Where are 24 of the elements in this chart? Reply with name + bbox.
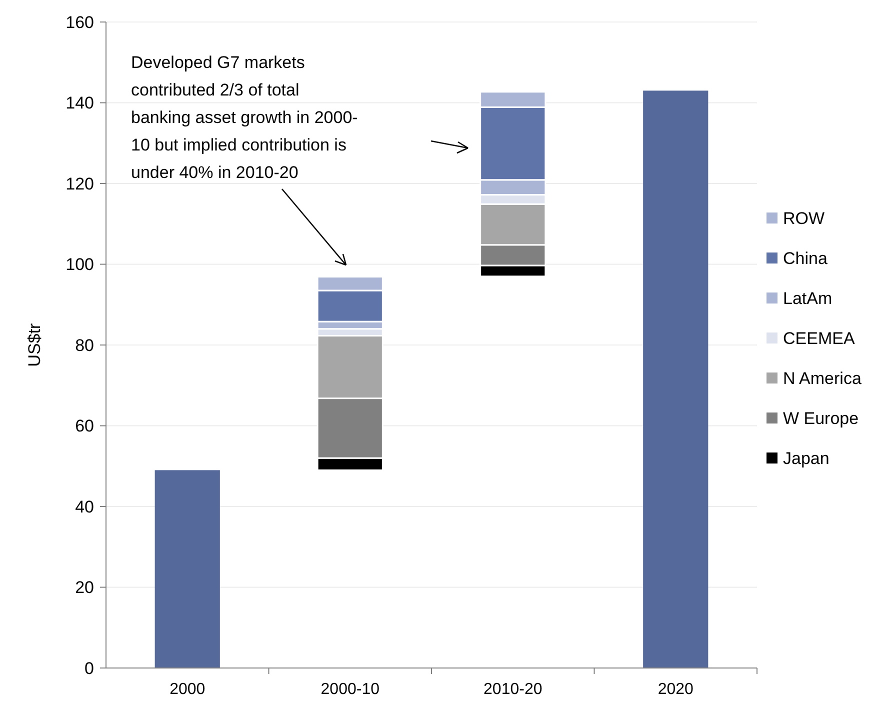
legend-label: N America (783, 368, 862, 388)
y-tick-label: 0 (84, 658, 94, 678)
legend-label: CEEMEA (783, 328, 856, 348)
x-tick-label: 2000-10 (320, 681, 380, 698)
bar (154, 470, 220, 668)
x-tick-label: 2020 (658, 681, 694, 698)
x-tick-label: 2010-20 (484, 681, 542, 698)
legend-label: LatAm (783, 288, 832, 308)
x-tick-label: 2000 (170, 681, 206, 698)
legend-label: Japan (783, 448, 830, 468)
y-tick-label: 60 (75, 416, 94, 436)
legend-label: W Europe (783, 408, 859, 428)
bar (643, 90, 708, 668)
y-tick-label: 160 (66, 12, 94, 32)
legend-label: ROW (783, 208, 825, 228)
y-tick-label: 80 (75, 336, 94, 355)
y-tick-label: 120 (66, 174, 94, 194)
y-axis-title: US$tr (25, 322, 44, 367)
y-tick-label: 140 (66, 94, 94, 113)
y-tick-label: 100 (66, 255, 94, 274)
y-tick-label: 20 (75, 578, 94, 598)
y-tick-label: 40 (75, 497, 94, 516)
legend-label: China (783, 248, 828, 268)
annotation: Developed G7 markets contributed 2/3 of total banking asset growth in 2000-10 but implied contribution is under 40% in 2010-20 (131, 53, 358, 182)
